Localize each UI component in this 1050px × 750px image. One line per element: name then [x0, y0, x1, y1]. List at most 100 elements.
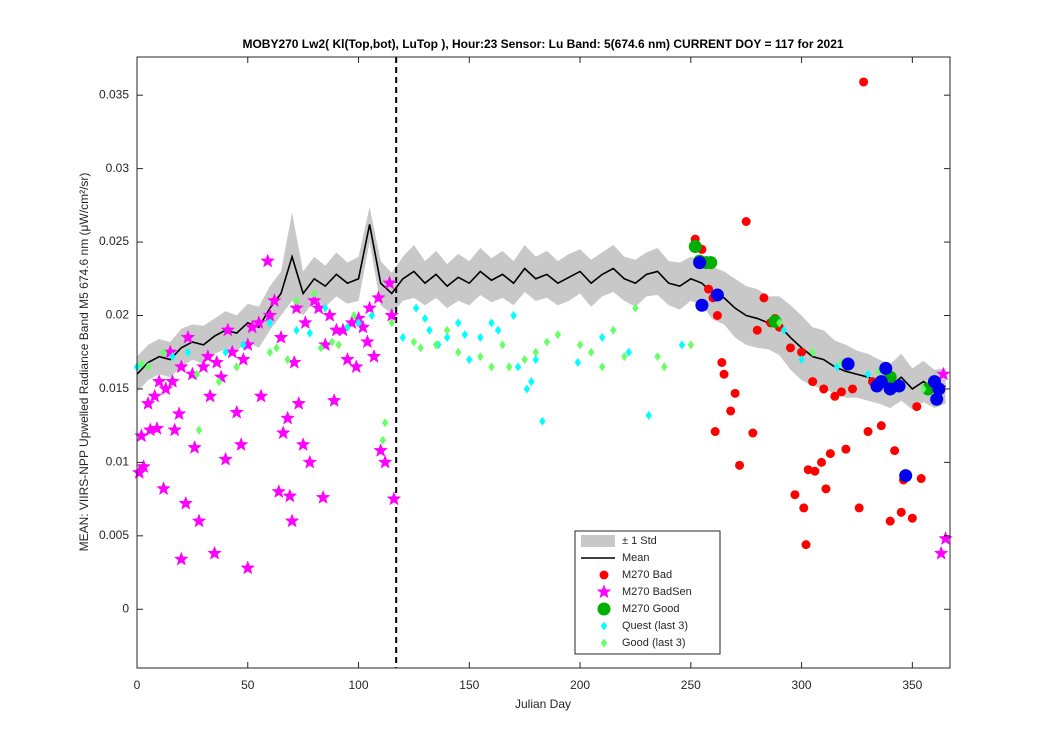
point — [266, 347, 274, 357]
legend-swatch — [600, 638, 608, 648]
point — [134, 428, 149, 443]
point — [836, 387, 846, 397]
legend-label: Quest (last 3) — [622, 620, 688, 632]
point — [654, 352, 661, 362]
x-tick-label: 50 — [241, 678, 255, 692]
x-tick-label: 100 — [349, 678, 369, 692]
point — [543, 337, 551, 347]
point — [892, 379, 906, 393]
point — [289, 300, 304, 315]
point — [532, 347, 539, 357]
point — [381, 418, 389, 428]
point — [220, 322, 236, 337]
point — [741, 217, 751, 226]
point — [224, 344, 240, 359]
point — [360, 334, 375, 349]
point — [896, 507, 906, 517]
point — [797, 347, 807, 357]
point — [275, 425, 291, 440]
point — [710, 288, 724, 302]
point — [173, 551, 189, 566]
point — [326, 392, 342, 407]
point — [165, 373, 180, 388]
point — [885, 516, 895, 526]
point — [776, 318, 783, 328]
point — [678, 340, 686, 350]
point — [173, 359, 189, 374]
point — [147, 388, 163, 403]
point — [412, 303, 420, 313]
point — [808, 377, 818, 387]
point — [539, 416, 546, 426]
point — [494, 325, 502, 335]
point — [215, 377, 223, 387]
point — [938, 531, 953, 545]
point — [311, 288, 318, 298]
point — [273, 329, 289, 344]
point — [521, 355, 528, 365]
point — [362, 300, 377, 315]
point — [280, 410, 295, 425]
point — [874, 375, 888, 389]
point — [599, 333, 606, 343]
point — [267, 293, 282, 308]
point — [162, 344, 178, 359]
point — [284, 513, 300, 528]
point — [710, 427, 720, 437]
point — [229, 404, 245, 419]
plot-frame — [136, 56, 951, 669]
point — [144, 362, 152, 372]
point — [417, 343, 424, 353]
point — [704, 256, 718, 270]
point — [140, 395, 156, 410]
point — [167, 422, 182, 437]
point — [156, 481, 171, 496]
point — [466, 355, 473, 365]
point — [284, 355, 291, 365]
point — [936, 366, 951, 381]
point — [233, 437, 249, 451]
legend-label: M270 BadSen — [622, 586, 692, 598]
point — [461, 330, 469, 340]
point — [202, 388, 218, 403]
point — [625, 347, 632, 357]
point — [841, 444, 851, 454]
point — [322, 307, 338, 322]
point — [298, 315, 313, 330]
point — [371, 290, 386, 305]
point — [687, 340, 695, 350]
y-tick-label: 0.035 — [99, 87, 129, 101]
point — [838, 358, 845, 367]
point — [240, 560, 256, 575]
x-tick-label: 300 — [792, 678, 812, 692]
point — [821, 484, 831, 494]
y-tick-label: 0.01 — [106, 455, 130, 469]
point — [848, 384, 858, 394]
point — [373, 442, 389, 457]
point — [693, 256, 707, 270]
x-tick-label: 0 — [134, 678, 141, 692]
point — [712, 311, 722, 320]
y-tick-label: 0 — [122, 601, 129, 615]
point — [240, 340, 247, 350]
point — [151, 373, 167, 388]
point — [799, 503, 809, 513]
point — [213, 369, 229, 384]
point — [859, 77, 869, 87]
legend: ± 1 Std Mean M270 Bad M270 BadSen M270 Good Q… — [574, 530, 721, 655]
point — [271, 484, 287, 498]
x-tick-label: 200 — [570, 678, 590, 692]
point — [912, 402, 922, 412]
point — [798, 355, 805, 365]
point — [920, 384, 927, 394]
point — [499, 340, 506, 350]
point — [752, 325, 762, 335]
point — [340, 351, 355, 366]
point — [178, 495, 194, 510]
point — [399, 333, 407, 343]
point — [335, 340, 342, 350]
point — [899, 469, 913, 483]
point — [443, 333, 451, 343]
point — [790, 490, 800, 500]
point — [632, 303, 639, 313]
